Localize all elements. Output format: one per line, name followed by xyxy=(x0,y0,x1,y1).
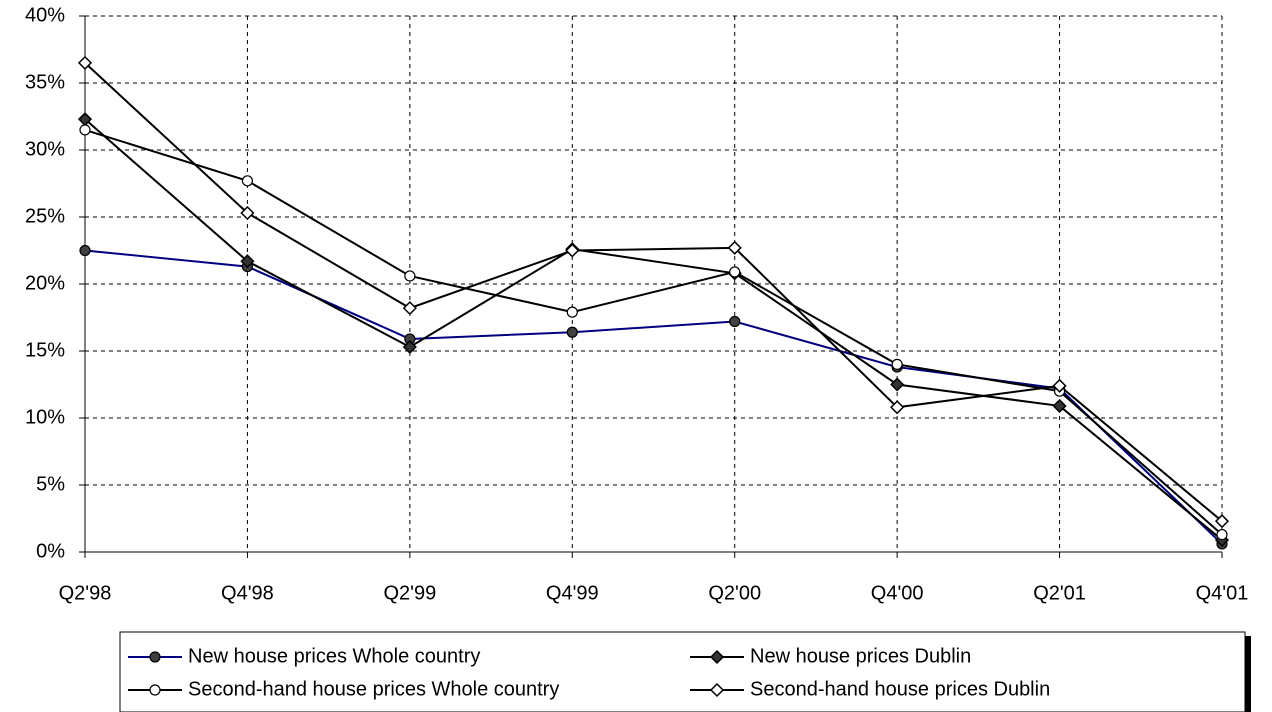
x-tick-label: Q4'99 xyxy=(546,582,599,604)
data-point xyxy=(240,205,255,221)
data-point xyxy=(79,244,91,257)
legend-marker xyxy=(709,682,725,698)
y-tick-label: 25% xyxy=(25,205,65,227)
y-tick-label: 30% xyxy=(25,138,65,160)
y-tick-label: 10% xyxy=(25,406,65,428)
data-point xyxy=(241,175,254,187)
data-point xyxy=(1214,514,1230,529)
legend-label: Second-hand house prices Whole country xyxy=(188,678,559,700)
data-point xyxy=(404,270,416,282)
data-point xyxy=(566,326,578,338)
series-line xyxy=(84,249,1223,545)
data-point xyxy=(727,240,742,255)
data-point xyxy=(891,358,903,370)
data-point xyxy=(240,254,255,269)
x-tick-label: Q4'00 xyxy=(871,582,924,604)
data-point xyxy=(79,124,91,136)
data-point xyxy=(77,55,93,70)
y-tick-label: 35% xyxy=(25,71,65,93)
data-point xyxy=(565,243,580,258)
legend-box xyxy=(119,631,1246,712)
y-tick-label: 15% xyxy=(25,339,65,361)
y-tick-label: 40% xyxy=(25,4,65,26)
legend-label: New house prices Whole country xyxy=(188,645,480,667)
data-point xyxy=(729,315,741,328)
x-tick-label: Q4'01 xyxy=(1196,582,1249,604)
x-tick-label: Q2'98 xyxy=(59,582,112,604)
data-point xyxy=(890,377,905,392)
legend-marker xyxy=(709,649,725,665)
series-line xyxy=(84,118,1223,541)
y-tick-label: 5% xyxy=(36,473,65,495)
data-point xyxy=(1052,378,1067,393)
y-tick-label: 20% xyxy=(25,272,65,294)
x-tick-label: Q2'00 xyxy=(708,582,761,604)
legend-marker xyxy=(149,684,161,696)
y-tick-label: 0% xyxy=(36,540,65,562)
data-point xyxy=(566,306,578,318)
data-point xyxy=(1052,398,1067,414)
data-point xyxy=(729,266,741,278)
series-line xyxy=(84,128,1223,536)
legend-label: Second-hand house prices Dublin xyxy=(750,678,1050,700)
series-line xyxy=(84,62,1223,522)
data-point xyxy=(402,339,417,355)
x-tick-label: Q2'99 xyxy=(383,582,436,604)
data-point xyxy=(890,400,905,415)
x-tick-label: Q2'01 xyxy=(1033,582,1086,604)
data-point xyxy=(1216,528,1228,541)
legend-shadow xyxy=(1245,636,1251,712)
legend-label: New house prices Dublin xyxy=(750,645,971,667)
data-point xyxy=(402,301,417,316)
legend-marker xyxy=(149,651,161,663)
x-tick-label: Q4'98 xyxy=(221,582,274,604)
